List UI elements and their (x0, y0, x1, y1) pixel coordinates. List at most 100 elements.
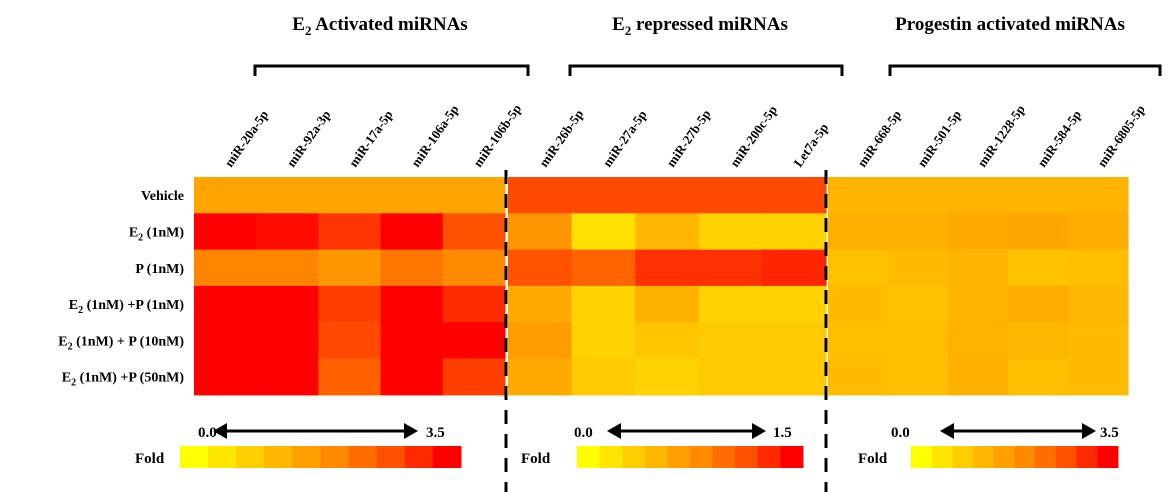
legend-max-label: 1.5 (773, 425, 792, 441)
heatmap-cell (698, 285, 763, 323)
column-label: miR-27a-5p (600, 107, 650, 169)
legend-swatch (236, 446, 265, 468)
heatmap-cell (380, 285, 444, 323)
heatmap-cell (762, 358, 827, 396)
heatmap-cell (508, 285, 573, 323)
column-label: miR-20a-5p (221, 107, 271, 169)
heatmap-cell (380, 213, 444, 251)
heatmap-cell (1068, 285, 1129, 323)
heatmap-cell (256, 285, 319, 323)
heatmap-cell (635, 358, 700, 396)
heatmap-cell (762, 177, 827, 214)
legend-max-label: 3.5 (426, 425, 445, 441)
heatmap-cell (318, 213, 382, 251)
heatmap-cell (571, 285, 636, 323)
legend-swatch (667, 446, 691, 468)
heatmap-cell (1008, 177, 1069, 214)
legend-swatch (993, 446, 1015, 468)
column-label: miR-92a-3p (283, 107, 333, 169)
heatmap-cell (571, 249, 636, 287)
heatmap-cell (380, 249, 444, 287)
heatmap-cell (828, 285, 889, 323)
heatmap-cell (571, 213, 636, 251)
heatmap-cell (888, 249, 949, 287)
legend-fold-label: Fold (135, 451, 165, 467)
group-dividers (504, 170, 828, 492)
legend-fold-label: Fold (858, 451, 888, 467)
column-label: miR-501-5p (914, 107, 964, 169)
heatmap-cell (194, 358, 257, 396)
legend-swatch (780, 446, 804, 468)
heatmap-cell (888, 213, 949, 251)
heatmap-cell (256, 249, 319, 287)
column-label: miR-200c-5p (727, 103, 780, 170)
heatmap-cell (508, 213, 573, 251)
heatmap-cell (256, 177, 319, 214)
row-labels: Vehicle E2 (1nM) P (1nM) E2 (1nM) +P (1nM) E… (58, 189, 184, 389)
heatmap-cell (442, 358, 506, 396)
heatmap-cell (1068, 213, 1129, 251)
heatmap-cell (635, 213, 700, 251)
legend-arrow-head-right (404, 423, 418, 439)
legend-arrow-head-left (213, 423, 227, 439)
heatmap-cell (698, 358, 763, 396)
heatmap-cell (762, 213, 827, 251)
legend-swatch (690, 446, 714, 468)
legend-fold-label: Fold (521, 451, 551, 467)
legend-swatch (404, 446, 434, 468)
heatmap-cell (508, 358, 573, 396)
heatmap-cell (1008, 358, 1069, 396)
heatmap-cell (762, 322, 827, 360)
legend-swatch (208, 446, 237, 468)
heatmap-cell (828, 358, 889, 396)
heatmap-cell (194, 322, 257, 360)
heatmap-cell (828, 177, 889, 214)
legend-arrow-head-right (752, 423, 766, 439)
column-label: miR-106a-5p (408, 102, 462, 170)
legend-swatch (644, 446, 668, 468)
row-label: E2 (1nM) (129, 225, 185, 243)
legend-arrow-head-right (1082, 423, 1096, 439)
group-bracket (888, 64, 1162, 76)
heatmap-cell (508, 249, 573, 287)
heatmap-cell (194, 249, 257, 287)
heatmap-cell (635, 249, 700, 287)
heatmap-cell (1008, 213, 1069, 251)
row-label: P (1nM) (135, 262, 184, 277)
group-title: E2 repressed miRNAs (612, 14, 788, 38)
column-label: miR-26b-5p (536, 107, 586, 170)
column-label: miR-1228-5p (974, 102, 1028, 170)
heatmap-cell (828, 249, 889, 287)
heatmap-cell (948, 177, 1009, 214)
heatmap-cell (318, 322, 382, 360)
group-bracket (568, 64, 844, 76)
legend-swatch (599, 446, 623, 468)
heatmap-cell (318, 285, 382, 323)
legend-arrow-head-left (607, 423, 621, 439)
legend-swatch (577, 446, 601, 468)
heatmap-cell (318, 358, 382, 396)
heatmap-cell (698, 322, 763, 360)
heatmap-cell (380, 322, 444, 360)
group-title: Progestin activated miRNAs (895, 14, 1125, 35)
heatmap-cell (1008, 285, 1069, 323)
column-label: Let7a-5p (790, 120, 831, 169)
legend-swatch (320, 446, 350, 468)
legend-min-label: 0.0 (574, 425, 593, 441)
legend-swatch (1076, 446, 1098, 468)
column-label: miR-668-5p (854, 107, 904, 169)
heatmap-cell (1008, 249, 1069, 287)
heatmap-cell (318, 249, 382, 287)
heatmap-cell (571, 358, 636, 396)
heatmap-cell (888, 358, 949, 396)
heatmap-cell (698, 249, 763, 287)
column-label: miR-6805-5p (1094, 102, 1148, 170)
heatmap-cell (571, 322, 636, 360)
heatmap-cell (442, 177, 506, 214)
heatmap-cell (698, 213, 763, 251)
legend-min-label: 0.0 (198, 425, 217, 441)
legend-swatch (712, 446, 736, 468)
legend-swatch (973, 446, 995, 468)
